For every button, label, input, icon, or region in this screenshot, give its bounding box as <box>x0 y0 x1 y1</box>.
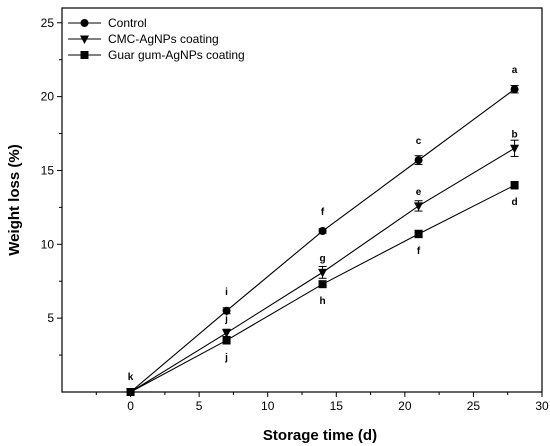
series-1: k i f c a <box>126 65 519 396</box>
x-tick-label: 5 <box>196 399 203 413</box>
legend-label: Control <box>108 16 147 30</box>
significance-letter: e <box>416 187 422 198</box>
significance-letter: j <box>224 352 228 363</box>
data-point-triangle <box>414 202 424 211</box>
significance-letter: c <box>416 136 422 147</box>
y-tick-label: 5 <box>47 311 54 325</box>
legend-item: CMC-AgNPs coating <box>68 32 219 46</box>
y-tick-label: 20 <box>41 90 55 104</box>
series-layer: k i f c a j g e b j h f d <box>126 65 520 397</box>
y-tick-label: 25 <box>41 16 55 30</box>
data-point-circle <box>318 227 327 236</box>
data-point-triangle <box>222 329 232 338</box>
significance-letter: h <box>320 296 326 307</box>
x-tick-label: 15 <box>330 399 344 413</box>
significance-letter: f <box>321 207 325 218</box>
y-tick-label: 15 <box>41 163 55 177</box>
plot-frame <box>61 7 543 393</box>
series-3: j h f d <box>126 181 519 396</box>
significance-letter: b <box>512 129 518 140</box>
significance-letter: g <box>320 253 326 264</box>
legend-label: CMC-AgNPs coating <box>108 32 219 46</box>
x-axis: 0 5 10 15 20 25 30 <box>95 392 549 413</box>
legend-item: Control <box>68 16 147 30</box>
significance-letter: j <box>224 314 228 325</box>
x-tick-label: 25 <box>467 399 481 413</box>
significance-letter: i <box>225 287 228 298</box>
data-point-triangle <box>318 268 328 278</box>
y-tick-label: 10 <box>41 237 55 251</box>
data-point-square <box>80 51 89 59</box>
significance-letter: k <box>128 372 134 383</box>
data-point-square <box>414 229 423 238</box>
significance-letter: a <box>512 65 518 76</box>
series-2: j g e b <box>126 129 520 397</box>
legend-label: Guar gum-AgNPs coating <box>108 48 245 62</box>
x-tick-label: 30 <box>535 399 549 413</box>
x-tick-label: 10 <box>261 399 275 413</box>
significance-letter: d <box>512 197 518 208</box>
x-axis-title: Storage time (d) <box>263 427 377 444</box>
y-axis-title: Weight loss (%) <box>6 144 23 255</box>
x-tick-label: 0 <box>127 399 134 413</box>
data-point-circle <box>510 85 519 94</box>
data-point-square <box>222 336 231 345</box>
data-point-square <box>510 181 519 190</box>
data-point-triangle <box>510 144 520 154</box>
y-axis: 5 10 15 20 25 <box>41 16 62 356</box>
significance-letter: f <box>417 246 421 257</box>
data-point-circle <box>414 156 423 165</box>
data-point-triangle <box>80 35 89 44</box>
x-tick-label: 20 <box>398 399 412 413</box>
data-point-circle <box>80 19 89 27</box>
data-point-square <box>318 280 327 289</box>
data-point-circle <box>222 306 231 315</box>
legend-item: Guar gum-AgNPs coating <box>68 48 245 62</box>
data-point-square <box>126 388 135 396</box>
legend: Control CMC-AgNPs coating Guar gum-AgNPs c… <box>68 16 245 62</box>
series-line <box>130 88 515 393</box>
